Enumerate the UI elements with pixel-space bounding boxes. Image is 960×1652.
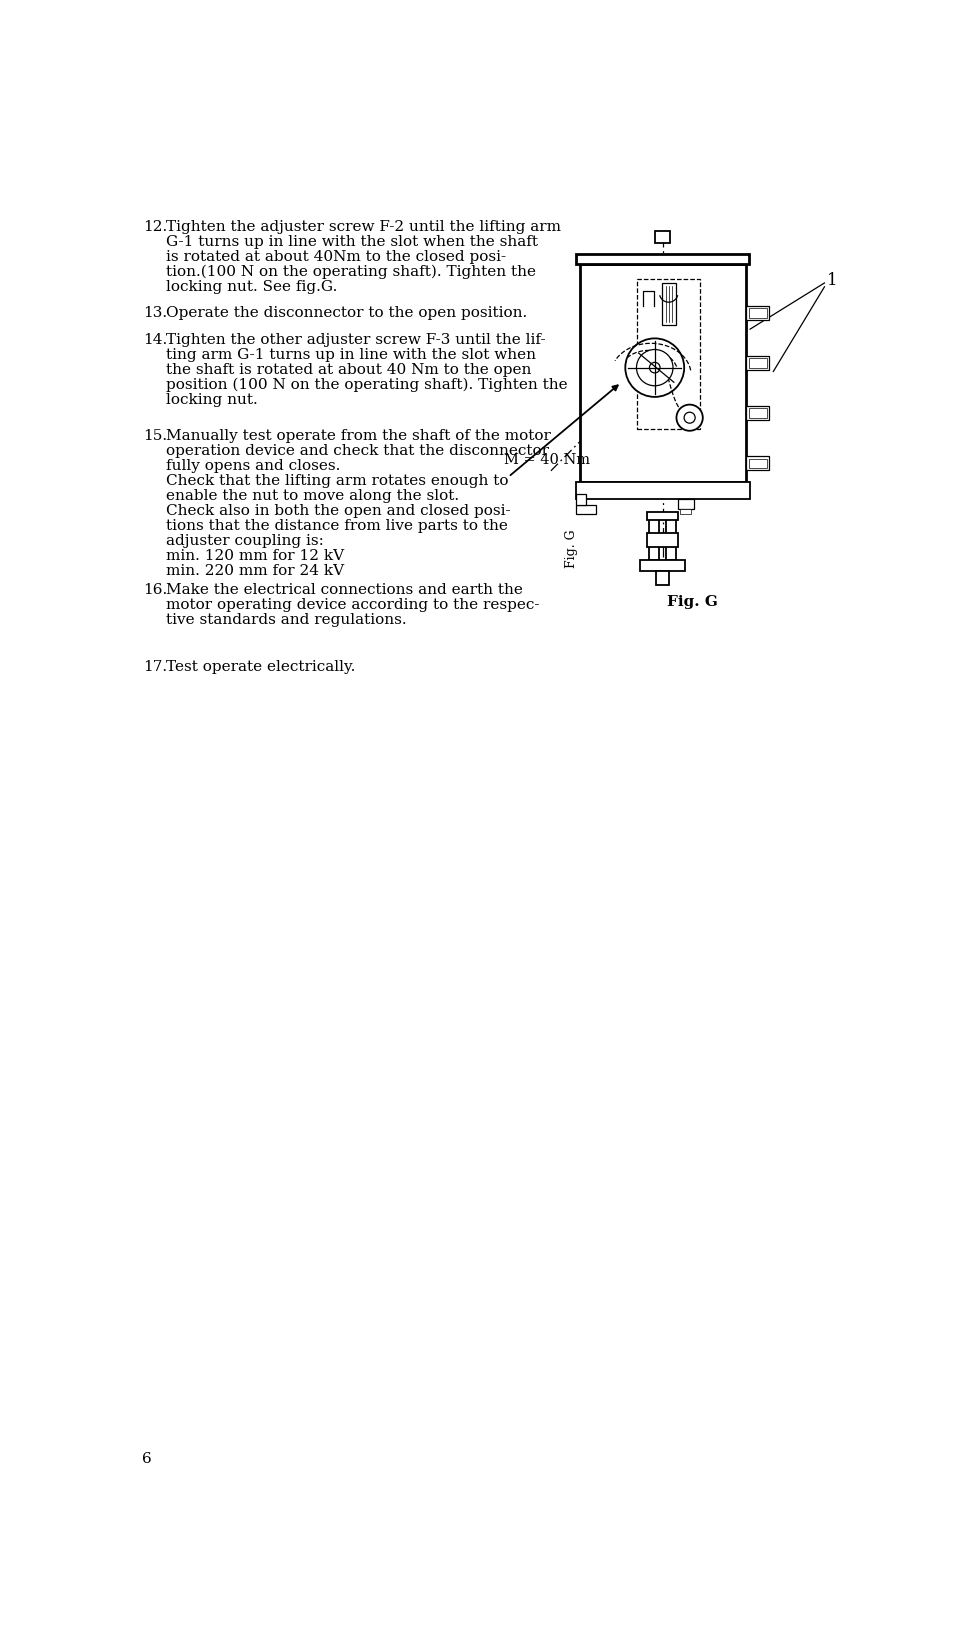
Text: M = 40 Nm: M = 40 Nm xyxy=(504,453,590,468)
Text: 15.: 15. xyxy=(143,430,167,443)
Bar xyxy=(746,357,770,370)
Bar xyxy=(576,494,586,506)
Text: ting arm G-1 turns up in line with the slot when: ting arm G-1 turns up in line with the s… xyxy=(166,349,537,362)
Bar xyxy=(576,482,750,499)
Text: 1: 1 xyxy=(827,273,837,289)
Text: is rotated at about 40Nm to the closed posi-: is rotated at about 40Nm to the closed p… xyxy=(166,249,507,264)
Text: motor operating device according to the respec-: motor operating device according to the … xyxy=(166,598,540,613)
Text: min. 220 mm for 24 kV: min. 220 mm for 24 kV xyxy=(166,565,345,578)
Text: tion.(100 N on the operating shaft). Tighten the: tion.(100 N on the operating shaft). Tig… xyxy=(166,264,537,279)
Text: Tighten the other adjuster screw F-3 until the lif-: Tighten the other adjuster screw F-3 unt… xyxy=(166,334,546,347)
Text: 13.: 13. xyxy=(143,306,167,320)
Text: Fig. G: Fig. G xyxy=(564,529,578,568)
Text: operation device and check that the disconnector: operation device and check that the disc… xyxy=(166,444,549,458)
Text: locking nut.: locking nut. xyxy=(166,393,258,406)
Bar xyxy=(661,282,676,325)
Text: 6: 6 xyxy=(142,1452,152,1465)
Text: Tighten the adjuster screw F-2 until the lifting arm: Tighten the adjuster screw F-2 until the… xyxy=(166,220,562,235)
Bar xyxy=(749,358,767,368)
Text: Test operate electrically.: Test operate electrically. xyxy=(166,661,356,674)
Text: tive standards and regulations.: tive standards and regulations. xyxy=(166,613,407,628)
Bar xyxy=(746,306,770,320)
Text: Check that the lifting arm rotates enough to: Check that the lifting arm rotates enoug… xyxy=(166,474,509,489)
Text: adjuster coupling is:: adjuster coupling is: xyxy=(166,534,324,548)
Bar xyxy=(655,231,670,243)
Bar xyxy=(681,509,691,514)
Text: min. 120 mm for 12 kV: min. 120 mm for 12 kV xyxy=(166,550,345,563)
Text: 14.: 14. xyxy=(143,334,167,347)
Text: tions that the distance from live parts to the: tions that the distance from live parts … xyxy=(166,519,509,534)
Bar xyxy=(749,309,767,317)
Bar xyxy=(678,499,693,509)
Bar xyxy=(580,264,746,482)
Bar xyxy=(647,512,679,520)
Text: Manually test operate from the shaft of the motor: Manually test operate from the shaft of … xyxy=(166,430,551,443)
Bar xyxy=(749,408,767,418)
Text: fully opens and closes.: fully opens and closes. xyxy=(166,459,341,472)
Text: enable the nut to move along the slot.: enable the nut to move along the slot. xyxy=(166,489,460,504)
Bar xyxy=(746,456,770,471)
Circle shape xyxy=(677,405,703,431)
Bar xyxy=(746,406,770,420)
Bar xyxy=(649,515,660,560)
Bar xyxy=(576,254,750,264)
Circle shape xyxy=(625,339,684,396)
Circle shape xyxy=(636,350,673,387)
Text: G-1 turns up in line with the slot when the shaft: G-1 turns up in line with the slot when … xyxy=(166,235,539,249)
Text: Check also in both the open and closed posi-: Check also in both the open and closed p… xyxy=(166,504,511,519)
Text: Fig. G: Fig. G xyxy=(666,595,717,610)
Circle shape xyxy=(684,413,695,423)
Text: 17.: 17. xyxy=(143,661,167,674)
Text: locking nut. See fig.G.: locking nut. See fig.G. xyxy=(166,279,338,294)
Bar xyxy=(639,560,685,572)
Bar xyxy=(636,279,700,430)
Text: the shaft is rotated at about 40 Nm to the open: the shaft is rotated at about 40 Nm to t… xyxy=(166,363,532,377)
Bar xyxy=(749,459,767,468)
Text: Make the electrical connections and earth the: Make the electrical connections and eart… xyxy=(166,583,523,598)
Text: 16.: 16. xyxy=(143,583,167,598)
Text: 12.: 12. xyxy=(143,220,167,235)
Text: position (100 N on the operating shaft). Tighten the: position (100 N on the operating shaft).… xyxy=(166,378,568,393)
Bar xyxy=(576,506,596,514)
Text: Operate the disconnector to the open position.: Operate the disconnector to the open pos… xyxy=(166,306,528,320)
Bar xyxy=(665,515,677,560)
Bar xyxy=(656,572,669,585)
Circle shape xyxy=(650,362,660,373)
Bar xyxy=(647,534,679,547)
